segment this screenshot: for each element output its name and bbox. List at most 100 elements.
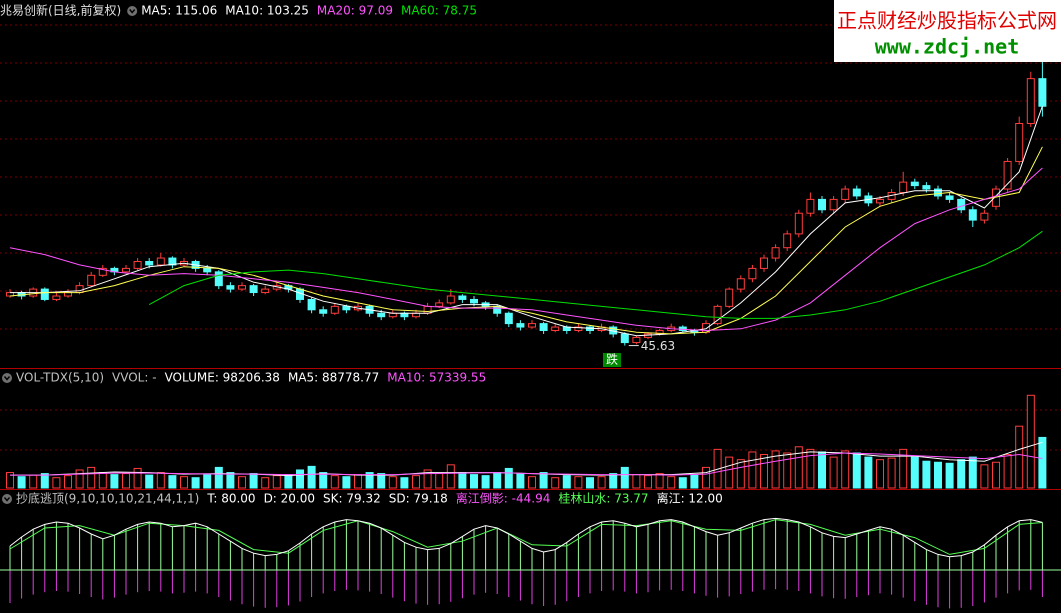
volume-bar (702, 466, 710, 489)
volume-bar (504, 467, 513, 489)
volume-bar (1038, 436, 1047, 489)
volume-bar (481, 475, 490, 489)
volume-bar (307, 465, 316, 489)
volume-bar (806, 448, 815, 489)
volume-bar (180, 476, 188, 489)
volume-bar (446, 464, 455, 489)
volume-bar (934, 461, 942, 489)
candle-body (574, 326, 583, 331)
legend-entry: VOL-TDX(5,10) (16, 371, 104, 385)
ma-line (9, 167, 1043, 332)
candle-body (980, 212, 989, 221)
volume-bar (957, 459, 966, 489)
low-label: 45.63 (641, 339, 675, 353)
menu-icon (3, 376, 11, 381)
legend-entry: MA20: 97.09 (317, 4, 393, 18)
volume-bar (876, 459, 884, 489)
legend-entry: MA5: 88778.77 (288, 371, 379, 385)
legend-entry: VVOL: - (112, 371, 157, 385)
volume-ma-line (10, 452, 1043, 476)
volume-bar (539, 472, 548, 489)
legend-entry: 桂林山水: 73.77 (558, 491, 648, 506)
volume-bar (597, 476, 606, 489)
candle-body (238, 285, 246, 290)
candle-body (794, 212, 803, 235)
candle-body (1003, 160, 1012, 190)
volume-bar (98, 472, 107, 489)
candle-body (748, 267, 757, 280)
candle-body (377, 312, 386, 318)
legend-entry: SD: 79.18 (389, 492, 448, 506)
watermark-url: www.zdcj.net (875, 35, 1020, 59)
volume-bar (75, 469, 84, 489)
volume-bar (6, 472, 14, 489)
volume-bar (586, 477, 594, 489)
volume-bar (922, 460, 931, 489)
volume-bar (899, 448, 908, 489)
volume-bar (168, 475, 177, 489)
volume-bar (470, 474, 478, 489)
volume-bar (945, 462, 954, 489)
volume-bar (1015, 425, 1024, 489)
watermark-box (834, 0, 1061, 62)
volume-bar (887, 457, 896, 489)
candle-body (40, 288, 49, 300)
volume-bar (574, 476, 583, 489)
candle-body (1015, 123, 1024, 162)
legend-entry: MA10: 57339.55 (387, 371, 486, 385)
legend-entry: D: 20.00 (264, 492, 315, 506)
volume-bar (760, 454, 768, 489)
candle-body (249, 285, 258, 294)
legend-entry: 离江倒影: -44.94 (456, 491, 551, 506)
volume-bar (736, 459, 745, 489)
candle-body (98, 267, 107, 276)
legend-entry: VOLUME: 98206.38 (165, 371, 280, 385)
legend-entry: SK: 79.32 (323, 492, 381, 506)
candle-body (516, 323, 525, 328)
candle-body (818, 198, 826, 211)
candle-body (1038, 78, 1047, 107)
candle-body (713, 305, 722, 325)
candle-body (539, 323, 548, 332)
menu-icon (129, 9, 136, 14)
ma-line (9, 146, 1043, 335)
volume-bar (667, 476, 676, 489)
ma-line (148, 230, 1043, 319)
legend-entry: MA5: 115.06 (141, 4, 217, 18)
volume-bar (841, 450, 850, 489)
volume-bar (145, 474, 154, 489)
volume-bar (423, 469, 432, 489)
volume-bar (17, 476, 26, 489)
volume-bar (156, 472, 165, 489)
candle-body (203, 267, 212, 273)
candle-body (922, 185, 931, 190)
volume-bar (678, 477, 687, 489)
candle-body (261, 288, 270, 294)
volume-bar (365, 472, 374, 489)
candle-body (168, 257, 177, 266)
candle-body (771, 247, 780, 259)
menu-icon (127, 6, 138, 16)
ma-line (10, 105, 1043, 337)
volume-bar (818, 451, 826, 489)
candle-body (968, 209, 977, 221)
volume-bar (980, 464, 989, 489)
volume-bar (992, 461, 1000, 489)
candle-body (133, 261, 142, 269)
candle-body (504, 312, 513, 325)
candle-body (156, 257, 165, 266)
volume-bar (1026, 394, 1035, 489)
volume-bar (609, 473, 618, 489)
volume-bar (330, 475, 339, 489)
volume-bar (690, 474, 699, 489)
candle-body (87, 274, 96, 287)
volume-bar (87, 466, 96, 489)
volume-bar (435, 473, 444, 489)
candle-body (620, 333, 629, 344)
volume-bar (272, 475, 281, 489)
signal-box (603, 353, 621, 367)
volume-bar (794, 446, 803, 489)
volume-bar (122, 473, 130, 489)
